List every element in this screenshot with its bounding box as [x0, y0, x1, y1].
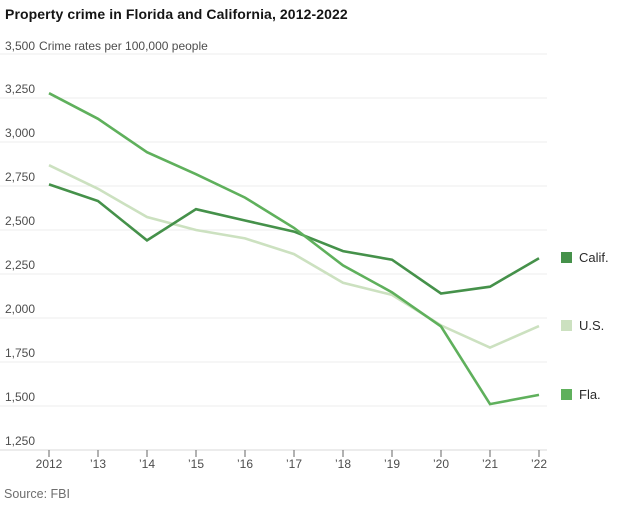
source-note: Source: FBI	[4, 487, 70, 501]
legend-entry-calif: Calif.	[561, 250, 609, 265]
series-line-fla	[48, 92, 540, 406]
series-line-calif	[48, 183, 540, 295]
legend-swatch-icon	[561, 388, 572, 400]
legend-swatch-icon	[561, 320, 572, 332]
y-axis-label: 1,500	[5, 390, 36, 404]
y-axis-label: 3,000	[5, 126, 36, 140]
x-axis-label: ’22	[530, 457, 547, 471]
x-axis-label: ’21	[481, 457, 498, 471]
x-axis-label: ’13	[89, 457, 106, 471]
y-axis-label: 1,750	[5, 346, 36, 360]
legend-label: Fla.	[579, 386, 601, 402]
x-axis-label: ’20	[432, 457, 449, 471]
x-axis-label: ’15	[187, 457, 204, 471]
x-axis-label: ’17	[285, 457, 302, 471]
y-axis-unit-label: Crime rates per 100,000 people	[39, 39, 208, 53]
y-axis-label: 2,250	[5, 258, 36, 272]
x-axis-label: ’14	[138, 457, 155, 471]
y-axis-header: 3,500 Crime rates per 100,000 people	[5, 39, 208, 53]
x-axis-label: 2012	[35, 457, 63, 471]
x-axis-label: ’19	[383, 457, 400, 471]
x-axis-label: ’18	[334, 457, 351, 471]
y-axis-label: 1,250	[5, 434, 36, 448]
chart-title: Property crime in Florida and California…	[5, 6, 348, 22]
legend-entry-fla: Fla.	[561, 387, 601, 402]
y-axis-top-tick: 3,500	[5, 39, 36, 53]
y-axis-label: 3,250	[5, 82, 36, 96]
legend-label: U.S.	[579, 318, 605, 334]
legend-swatch-icon	[561, 252, 572, 264]
series-line-us	[48, 164, 540, 350]
legend-entry-us: U.S.	[561, 318, 604, 333]
x-axis-label: ’16	[236, 457, 253, 471]
y-axis-label: 2,000	[5, 302, 36, 316]
legend-label: Calif.	[579, 250, 609, 266]
y-axis-label: 2,750	[5, 170, 36, 184]
y-axis-label: 2,500	[5, 214, 36, 228]
